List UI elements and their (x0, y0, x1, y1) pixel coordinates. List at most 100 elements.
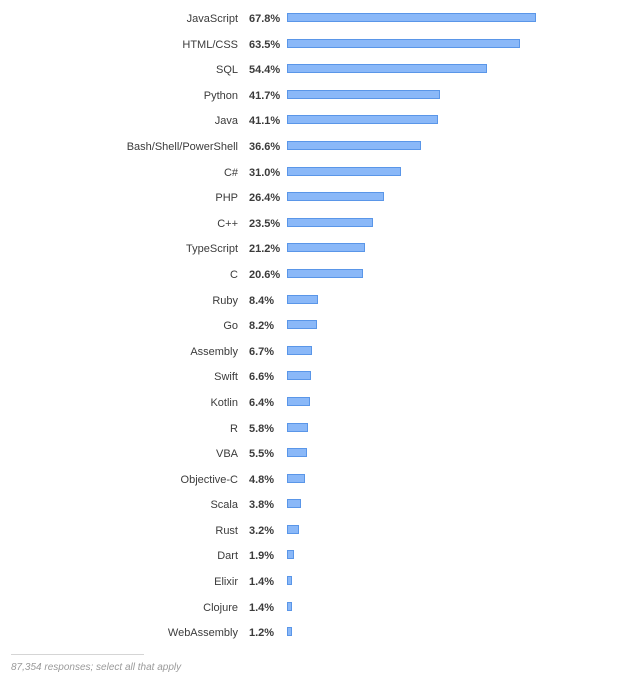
category-label: Swift (214, 371, 238, 384)
value-label: 54.4% (249, 64, 281, 77)
chart-row: JavaScript 67.8% (0, 6, 640, 32)
chart-row: Clojure 1.4% (0, 595, 640, 621)
value-label: 6.6% (249, 371, 275, 384)
chart-row: Bash/Shell/PowerShell 36.6% (0, 134, 640, 160)
category-label: C# (223, 166, 238, 179)
chart-row: Objective-C 4.8% (0, 467, 640, 493)
category-label: WebAssembly (167, 627, 238, 640)
category-label: Kotlin (210, 396, 238, 409)
value-label: 3.2% (249, 524, 275, 537)
bar (287, 345, 312, 355)
bar-chart: JavaScript 67.8% HTML/CSS 63.5% SQL 54.4% Pyth… (0, 6, 640, 646)
value-label: 20.6% (249, 268, 281, 281)
chart-row: Ruby 8.4% (0, 288, 640, 314)
chart-row: VBA 5.5% (0, 441, 640, 467)
category-label: Ruby (212, 294, 238, 307)
category-label: R (230, 422, 238, 435)
category-label: C++ (217, 217, 238, 230)
value-label: 5.8% (249, 422, 275, 435)
bar (287, 268, 363, 278)
value-label: 3.8% (249, 499, 275, 512)
chart-row: C++ 23.5% (0, 211, 640, 237)
bar (287, 499, 301, 509)
chart-row: Dart 1.9% (0, 543, 640, 569)
value-label: 41.1% (249, 115, 281, 128)
bar (287, 192, 384, 202)
chart-row: Assembly 6.7% (0, 339, 640, 365)
value-label: 8.4% (249, 294, 275, 307)
bar (287, 217, 374, 227)
value-label: 1.2% (249, 627, 275, 640)
chart-row: Kotlin 6.4% (0, 390, 640, 416)
chart-row: Python 41.7% (0, 83, 640, 109)
value-label: 67.8% (249, 13, 281, 25)
category-label: Elixir (214, 576, 238, 589)
chart-row: Rust 3.2% (0, 518, 640, 544)
chart-row: Swift 6.6% (0, 364, 640, 390)
bar (287, 422, 309, 432)
bar (287, 576, 293, 586)
category-label: HTML/CSS (182, 38, 238, 51)
chart-row: TypeScript 21.2% (0, 236, 640, 262)
category-label: VBA (215, 448, 238, 461)
bar (287, 13, 536, 22)
category-label: Java (214, 115, 238, 128)
value-label: 21.2% (249, 243, 281, 256)
chart-row: Elixir 1.4% (0, 569, 640, 595)
value-label: 6.4% (249, 396, 275, 409)
chart-row: Go 8.2% (0, 313, 640, 339)
chart-row: R 5.8% (0, 416, 640, 442)
bar (287, 550, 294, 560)
category-label: Python (203, 89, 238, 102)
bar (287, 601, 293, 611)
category-label: Bash/Shell/PowerShell (126, 140, 238, 153)
bar (287, 64, 487, 74)
category-label: Objective-C (180, 473, 238, 486)
category-label: Rust (215, 524, 238, 537)
footer-divider (11, 654, 144, 655)
value-label: 1.9% (249, 550, 275, 563)
bar (287, 627, 292, 637)
category-label: SQL (215, 64, 238, 77)
responses-note: 87,354 responses; select all that apply (11, 662, 182, 673)
value-label: 4.8% (249, 473, 275, 486)
category-label: PHP (215, 192, 238, 205)
category-label: JavaScript (186, 13, 238, 25)
bar (287, 396, 311, 406)
value-label: 1.4% (249, 601, 275, 614)
value-label: 63.5% (249, 38, 281, 51)
chart-row: C# 31.0% (0, 160, 640, 186)
category-label: TypeScript (186, 243, 238, 256)
chart-row: Scala 3.8% (0, 492, 640, 518)
bar (287, 115, 438, 125)
category-label: Go (223, 320, 238, 333)
value-label: 31.0% (249, 166, 281, 179)
chart-row: SQL 54.4% (0, 57, 640, 83)
bar (287, 89, 441, 99)
bar (287, 140, 422, 150)
value-label: 36.6% (249, 140, 281, 153)
category-label: Scala (210, 499, 238, 512)
bar (287, 473, 305, 483)
chart-row: C 20.6% (0, 262, 640, 288)
bar (287, 448, 308, 458)
bar (287, 320, 318, 330)
value-label: 1.4% (249, 576, 275, 589)
value-label: 8.2% (249, 320, 275, 333)
category-label: C (230, 268, 238, 281)
chart-row: PHP 26.4% (0, 185, 640, 211)
value-label: 6.7% (249, 345, 275, 358)
bar (287, 166, 401, 176)
category-label: Assembly (190, 345, 238, 358)
value-label: 26.4% (249, 192, 281, 205)
bar (287, 524, 299, 534)
chart-row: WebAssembly 1.2% (0, 620, 640, 646)
bar (287, 38, 521, 48)
chart-row: Java 41.1% (0, 108, 640, 134)
chart-row: HTML/CSS 63.5% (0, 32, 640, 58)
value-label: 23.5% (249, 217, 281, 230)
category-label: Clojure (203, 601, 238, 614)
bar (287, 371, 312, 381)
bar (287, 294, 318, 304)
bar (287, 243, 365, 253)
